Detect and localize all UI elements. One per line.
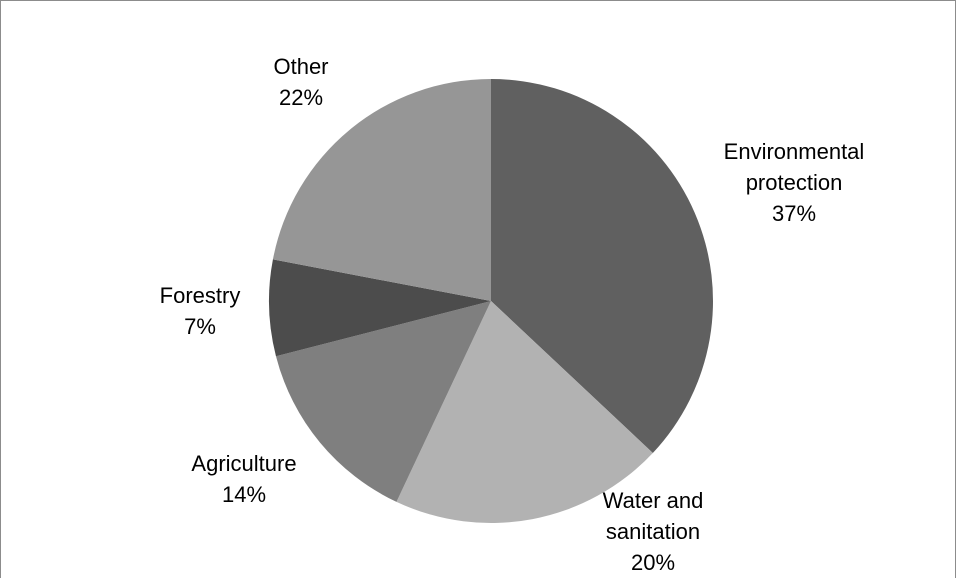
percent-label: 37% bbox=[772, 201, 816, 226]
pie-slice-other bbox=[272, 79, 491, 301]
category-label: Other bbox=[273, 54, 328, 79]
category-label: Water and bbox=[603, 488, 704, 513]
pie-labels: Environmental protection 37% Water and sanit… bbox=[160, 54, 865, 575]
percent-label: 22% bbox=[279, 85, 323, 110]
data-label-environmental-protection: Environmental protection 37% bbox=[724, 139, 865, 226]
pie-slice-forestry bbox=[268, 259, 491, 357]
category-label: protection bbox=[746, 170, 843, 195]
category-label: Environmental bbox=[724, 139, 865, 164]
data-label-water-and-sanitation: Water and sanitation 20% bbox=[603, 488, 704, 575]
pie-slice-agriculture bbox=[275, 301, 491, 502]
pie-slices bbox=[268, 79, 713, 523]
data-label-other: Other 22% bbox=[273, 54, 328, 110]
data-label-forestry: Forestry 7% bbox=[160, 283, 241, 339]
data-label-agriculture: Agriculture 14% bbox=[191, 451, 296, 507]
pie-slice-water-and-sanitation bbox=[396, 301, 653, 523]
percent-label: 20% bbox=[631, 550, 675, 575]
pie-slice-environmental-protection bbox=[491, 79, 713, 453]
category-label: Forestry bbox=[160, 283, 241, 308]
category-label: sanitation bbox=[606, 519, 700, 544]
category-label: Agriculture bbox=[191, 451, 296, 476]
percent-label: 14% bbox=[222, 482, 266, 507]
percent-label: 7% bbox=[184, 314, 216, 339]
